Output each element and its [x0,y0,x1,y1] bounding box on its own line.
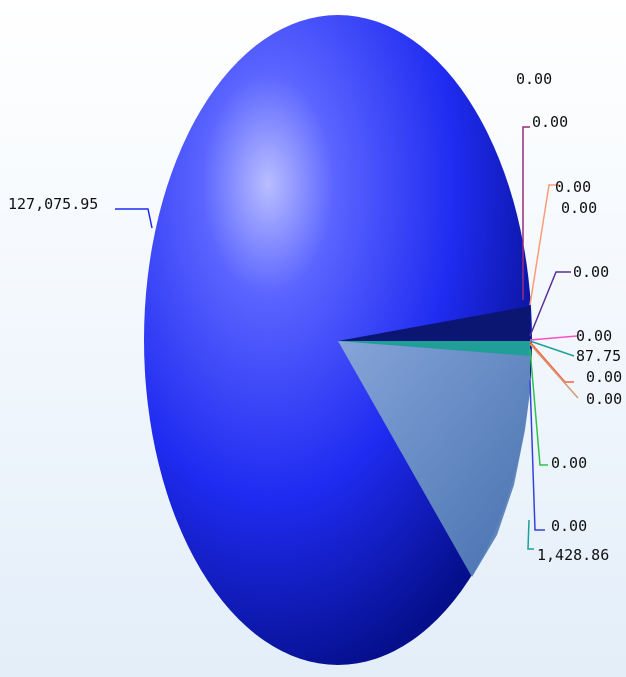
slice-label-4: 0.00 [561,199,597,217]
slice-label-11: 0.00 [551,517,587,535]
leader-line-3 [529,184,560,306]
leader-line-8 [529,341,574,383]
slice-label-7: 87.75 [576,347,621,365]
slice-label-10: 0.00 [551,454,587,472]
leader-line-10 [529,348,548,466]
slice-label-2: 0.00 [532,113,568,131]
leader-line-9 [529,343,579,399]
slice-label-12: 1,428.86 [537,546,609,564]
slice-label-8: 0.00 [586,368,622,386]
leader-line-2 [522,126,530,300]
slice-label-3: 0.00 [555,178,591,196]
slice-label-1: 0.00 [516,70,552,88]
pie-slice-wedge-dark [338,306,530,341]
slice-label-5: 0.00 [573,263,609,281]
leader-line-0 [115,208,153,229]
leader-line-6 [529,335,578,341]
leader-line-12 [527,519,534,550]
slice-label-6: 0.00 [576,327,612,345]
leader-line-11 [529,379,545,531]
slice-label-0: 127,075.95 [8,195,98,213]
slice-labels: 127,075.95 0.00 0.00 0.00 0.00 0.00 0.00 87.75 0… [8,70,622,564]
pie-slice-wedge-large [338,341,530,577]
pie-slice-wedge-teal [338,341,530,356]
leader-line-5 [529,271,571,337]
leader-line-7 [529,340,575,357]
slice-label-9: 0.00 [586,390,622,408]
